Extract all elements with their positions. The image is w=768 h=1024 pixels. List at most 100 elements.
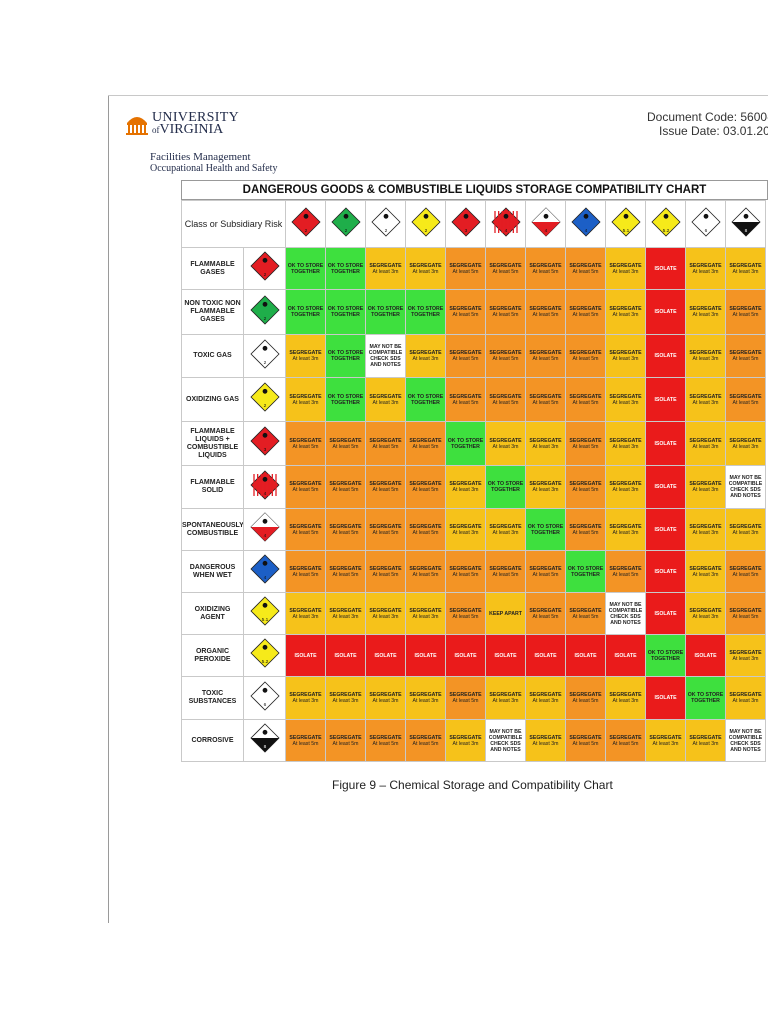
compatibility-cell: SEGREGATE At least 5m [325,719,366,762]
table-row: TOXIC GAS 2 SEGREGATE At least 3m OK TO STOR… [181,334,766,378]
toxic-gas-icon: 2 [243,334,286,378]
cell-text: ISOLATE [654,526,677,533]
svg-text:2: 2 [263,360,266,366]
logo-of-text: of [152,125,160,135]
compatibility-cell: SEGREGATE At least 3m [605,247,646,290]
cell-subtext: At least 3m [492,698,519,704]
cell-text: SEGREGATE [689,565,722,572]
cell-text: SEGREGATE [409,437,442,444]
compatibility-cell: SEGREGATE At least 5m [405,421,446,466]
table-row: NON TOXIC NON FLAMMABLE GASES 2 OK TO STOR… [181,289,766,335]
cell-subtext: At least 3m [692,356,719,362]
cell-subtext: At least 3m [612,268,639,275]
svg-text:4: 4 [504,228,507,234]
flammable-gas-icon: 2 [243,247,286,290]
cell-text: OK TO STORE TOGETHER [327,393,364,406]
cell-text: SEGREGATE [369,734,402,741]
compatibility-cell: ISOLATE [645,592,686,635]
cell-text: SEGREGATE [529,481,562,487]
cell-subtext: At least 5m [532,356,559,362]
compatibility-cell: SEGREGATE At least 3m [725,676,766,720]
row-label: FLAMMABLE GASES [181,247,244,290]
compatibility-cell: SEGREGATE At least 3m [325,676,366,720]
issue-date: Issue Date: 03.01.201 [659,124,768,138]
cell-text: SEGREGATE [329,565,362,572]
compatibility-cell: OK TO STORE TOGETHER [285,247,326,290]
cell-subtext: At least 3m [692,443,719,450]
cell-text: SEGREGATE [609,393,642,400]
cell-subtext: At least 3m [532,740,559,747]
compatibility-cell: SEGREGATE At least 5m [285,550,326,593]
cell-text: SEGREGATE [529,734,562,741]
cell-subtext: At least 3m [372,698,399,704]
cell-subtext: At least 3m [332,698,359,704]
cell-subtext: At least 5m [572,529,599,536]
cell-text: ISOLATE [614,652,637,659]
cell-text: SEGREGATE [569,607,602,614]
compatibility-cell: SEGREGATE At least 5m [485,247,526,290]
column-header-flammable-gas-icon: 2 [285,200,326,248]
cell-subtext: At least 3m [332,613,359,620]
compatibility-cell: SEGREGATE At least 3m [605,421,646,466]
cell-subtext: At least 5m [332,487,359,493]
compatibility-cell: SEGREGATE At least 3m [685,550,726,593]
cell-text: KEEP APART [489,610,522,617]
cell-text: SEGREGATE [729,523,762,530]
compatibility-cell: OK TO STORE TOGETHER [405,377,446,422]
cell-subtext: At least 5m [412,529,439,536]
cell-subtext: At least 3m [452,487,479,493]
cell-text: MAY NOT BE COMPATIBLE CHECK SDS AND NOTE… [368,344,403,368]
compatibility-cell: SEGREGATE At least 5m [565,676,606,720]
compatibility-cell: SEGREGATE At least 3m [485,421,526,466]
document-code: Document Code: 5600-1 [647,110,768,124]
column-header-toxic-gas-icon: 2 [365,200,406,248]
cell-subtext: At least 3m [372,399,399,406]
cell-subtext: At least 3m [692,268,719,275]
row-label: TOXIC GAS [181,334,244,378]
cell-subtext: At least 5m [732,312,759,318]
cell-text: SEGREGATE [489,393,522,400]
compatibility-cell: SEGREGATE At least 3m [645,719,686,762]
compatibility-cell: SEGREGATE At least 5m [565,421,606,466]
svg-text:5.2: 5.2 [662,228,669,234]
cell-text: SEGREGATE [689,437,722,444]
row-label: CORROSIVE [181,719,244,762]
cell-text: SEGREGATE [289,481,322,487]
cell-subtext: At least 3m [732,529,759,536]
compatibility-cell: OK TO STORE TOGETHER [325,247,366,290]
compatibility-cell: SEGREGATE At least 5m [725,334,766,378]
cell-subtext: At least 5m [412,571,439,578]
compatibility-cell: OK TO STORE TOGETHER [685,676,726,720]
cell-text: SEGREGATE [489,565,522,572]
compatibility-cell: SEGREGATE At least 5m [605,719,646,762]
compatibility-cell: SEGREGATE At least 3m [525,465,566,509]
cell-text: SEGREGATE [569,306,602,312]
cell-text: SEGREGATE [409,565,442,572]
cell-subtext: At least 5m [292,571,319,578]
compatibility-cell: SEGREGATE At least 3m [725,508,766,551]
toxic-icon: 6 [243,676,286,720]
compatibility-cell: SEGREGATE At least 5m [725,289,766,335]
cell-subtext: At least 5m [332,443,359,450]
table-row: SPONTANEOUSLY COMBUSTIBLE 4 SEGREGATE At le… [181,508,766,551]
svg-text:4: 4 [263,533,266,539]
compatibility-cell: SEGREGATE At least 5m [565,377,606,422]
oxidizing-agent-icon: 5.1 [243,592,286,635]
compatibility-cell: ISOLATE [645,550,686,593]
cell-subtext: At least 5m [572,399,599,406]
cell-text: SEGREGATE [289,437,322,444]
cell-subtext: At least 5m [372,487,399,493]
cell-text: OK TO STORE TOGETHER [287,262,324,275]
svg-text:4: 4 [263,575,266,581]
cell-text: SEGREGATE [529,565,562,572]
compatibility-cell: SEGREGATE At least 5m [365,465,406,509]
cell-text: SEGREGATE [369,481,402,487]
compatibility-cell: SEGREGATE At least 5m [485,334,526,378]
cell-text: SEGREGATE [569,393,602,400]
compatibility-cell: SEGREGATE At least 3m [405,676,446,720]
svg-text:5.1: 5.1 [261,617,268,623]
cell-text: SEGREGATE [569,350,602,356]
flammable-solid-icon: 4 [243,465,286,509]
cell-text: SEGREGATE [409,692,442,698]
compatibility-cell: SEGREGATE At least 5m [325,508,366,551]
